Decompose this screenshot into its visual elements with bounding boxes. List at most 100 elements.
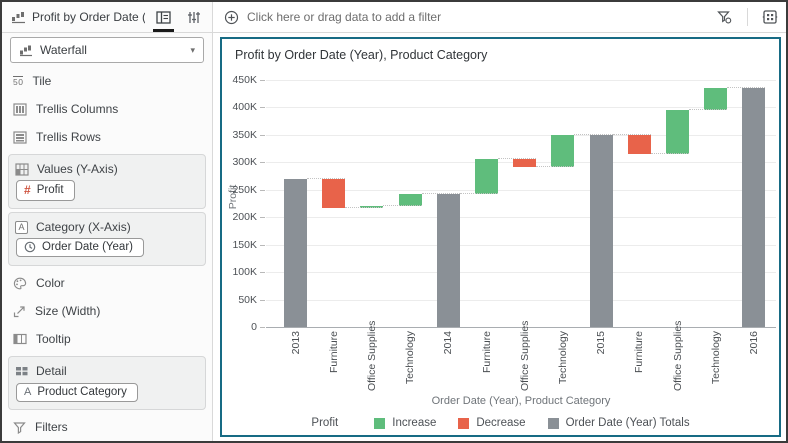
gridline xyxy=(266,107,776,109)
measure-pill-profit[interactable]: # Profit xyxy=(16,180,75,201)
legend-swatch xyxy=(458,417,470,429)
tooltip-icon xyxy=(13,333,27,345)
waterfall-connector xyxy=(498,158,537,160)
chevron-down-icon: ▾ xyxy=(190,44,195,55)
category-x-axis-dropzone[interactable]: A Category (X-Axis) Order Date (Year) xyxy=(8,212,206,266)
y-tick-mark xyxy=(260,299,265,301)
x-tick-label: Office Supplies xyxy=(518,320,531,391)
waterfall-bar-technology[interactable] xyxy=(704,87,728,111)
y-tick-mark xyxy=(260,134,265,136)
gridline xyxy=(266,299,776,301)
waterfall-bar-2013[interactable] xyxy=(284,178,307,327)
resize-diagonal-icon xyxy=(13,305,26,318)
header-divider xyxy=(2,32,786,33)
waterfall-bar-technology[interactable] xyxy=(398,194,422,206)
waterfall-chart-card[interactable]: Profit by Order Date (Year), Product Cat… xyxy=(220,37,781,437)
tile-icon: 50 xyxy=(13,75,24,87)
waterfall-bar-office-supplies[interactable] xyxy=(666,110,689,154)
sidebar-item-trellis-rows[interactable]: Trellis Rows xyxy=(2,123,212,151)
x-tick-label: Furniture xyxy=(327,331,340,374)
legend-item[interactable]: Increase xyxy=(374,417,436,429)
y-tick-label: 100K xyxy=(232,266,257,279)
waterfall-connector xyxy=(536,166,575,168)
color-palette-icon xyxy=(13,277,27,290)
sidebar-item-size[interactable]: Size (Width) xyxy=(2,297,212,325)
values-grid-icon xyxy=(15,162,29,176)
waterfall-bar-2016[interactable] xyxy=(742,87,766,327)
x-tick-label: 2016 xyxy=(747,331,760,355)
waterfall-chart-icon xyxy=(19,44,33,57)
y-tick-mark xyxy=(260,217,265,219)
waterfall-bar-office-supplies[interactable] xyxy=(360,205,384,209)
filter-bar-hint[interactable]: Click here or drag data to add a filter xyxy=(247,10,442,24)
y-tick-mark xyxy=(260,80,265,81)
data-panel-icon[interactable] xyxy=(762,9,778,25)
x-tick-label: Furniture xyxy=(480,331,493,374)
trellis-rows-icon xyxy=(13,130,27,144)
y-tick-label: 150K xyxy=(232,238,257,251)
waterfall-bar-furniture[interactable] xyxy=(627,134,651,154)
waterfall-bar-office-supplies[interactable] xyxy=(513,159,537,168)
grammar-sidebar: Profit by Order Date (Year), Pr... Water… xyxy=(2,2,213,441)
attribute-type-icon: A xyxy=(24,386,32,398)
chart-type-selector[interactable]: Waterfall ▾ xyxy=(10,37,204,63)
sidebar-item-trellis-columns[interactable]: Trellis Columns xyxy=(2,95,212,123)
y-tick-mark xyxy=(260,189,265,191)
waterfall-bar-furniture[interactable] xyxy=(475,159,498,195)
x-tick-label: Technology xyxy=(709,331,722,385)
sidebar-item-tooltip[interactable]: Tooltip xyxy=(2,325,212,353)
gridline xyxy=(266,217,776,219)
legend-title: Profit xyxy=(311,417,339,429)
add-filter-plus-icon[interactable] xyxy=(224,10,239,25)
waterfall-connector xyxy=(612,133,651,135)
legend-item[interactable]: Order Date (Year) Totals xyxy=(547,417,690,429)
y-tick-mark xyxy=(260,327,265,328)
waterfall-bar-furniture[interactable] xyxy=(322,178,346,209)
waterfall-connector xyxy=(307,177,346,179)
funnel-icon xyxy=(13,421,26,434)
legend-label: Increase xyxy=(392,417,437,429)
values-y-axis-dropzone[interactable]: Values (Y-Axis) # Profit xyxy=(8,154,206,209)
toolbar-divider xyxy=(747,8,748,26)
gridline xyxy=(266,327,776,328)
attribute-pill-product-category[interactable]: A Product Category xyxy=(16,383,138,402)
x-tick-label: 2014 xyxy=(442,331,455,355)
grammar-panel-icon xyxy=(156,10,171,24)
waterfall-connector xyxy=(383,204,422,206)
sidebar-item-filters[interactable]: Filters xyxy=(2,413,212,441)
waterfall-bar-2015[interactable] xyxy=(589,134,613,327)
visualization-title: Profit by Order Date (Year), Pr... xyxy=(32,10,145,24)
gridline xyxy=(266,134,776,136)
y-tick-label: 50K xyxy=(238,293,257,306)
waterfall-bar-technology[interactable] xyxy=(551,134,575,168)
trellis-columns-icon xyxy=(13,102,27,116)
legend-item[interactable]: Decrease xyxy=(458,417,526,429)
sidebar-item-color[interactable]: Color xyxy=(2,269,212,297)
gridline xyxy=(266,244,776,246)
y-tick-mark xyxy=(260,272,265,274)
legend: Profit Increase Decrease Order Date (Year)… xyxy=(222,417,779,429)
y-tick-label: 350K xyxy=(232,128,257,141)
waterfall-connector xyxy=(650,152,689,154)
chart-type-value: Waterfall xyxy=(40,43,87,57)
legend-swatch xyxy=(547,417,559,429)
gridline xyxy=(266,189,776,191)
filter-options-icon[interactable] xyxy=(716,9,733,25)
x-tick-label: 2015 xyxy=(595,331,608,355)
tab-properties-panel[interactable] xyxy=(182,2,206,32)
tab-grammar-panel[interactable] xyxy=(151,2,176,32)
waterfall-connector xyxy=(459,193,498,195)
detail-grid-icon xyxy=(15,365,28,377)
sidebar-item-tile[interactable]: 50 Tile xyxy=(13,74,52,88)
x-tick-label: Technology xyxy=(556,331,569,385)
detail-dropzone[interactable]: Detail A Product Category xyxy=(8,356,206,410)
x-tick-label: Office Supplies xyxy=(671,320,684,391)
waterfall-connector xyxy=(421,193,460,195)
y-tick-mark xyxy=(260,107,265,109)
filter-bar: Click here or drag data to add a filter xyxy=(213,2,786,32)
waterfall-bar-2014[interactable] xyxy=(436,194,460,327)
x-tick-label: Office Supplies xyxy=(365,320,378,391)
waterfall-connector xyxy=(345,207,384,209)
attribute-pill-order-date[interactable]: Order Date (Year) xyxy=(16,238,144,257)
